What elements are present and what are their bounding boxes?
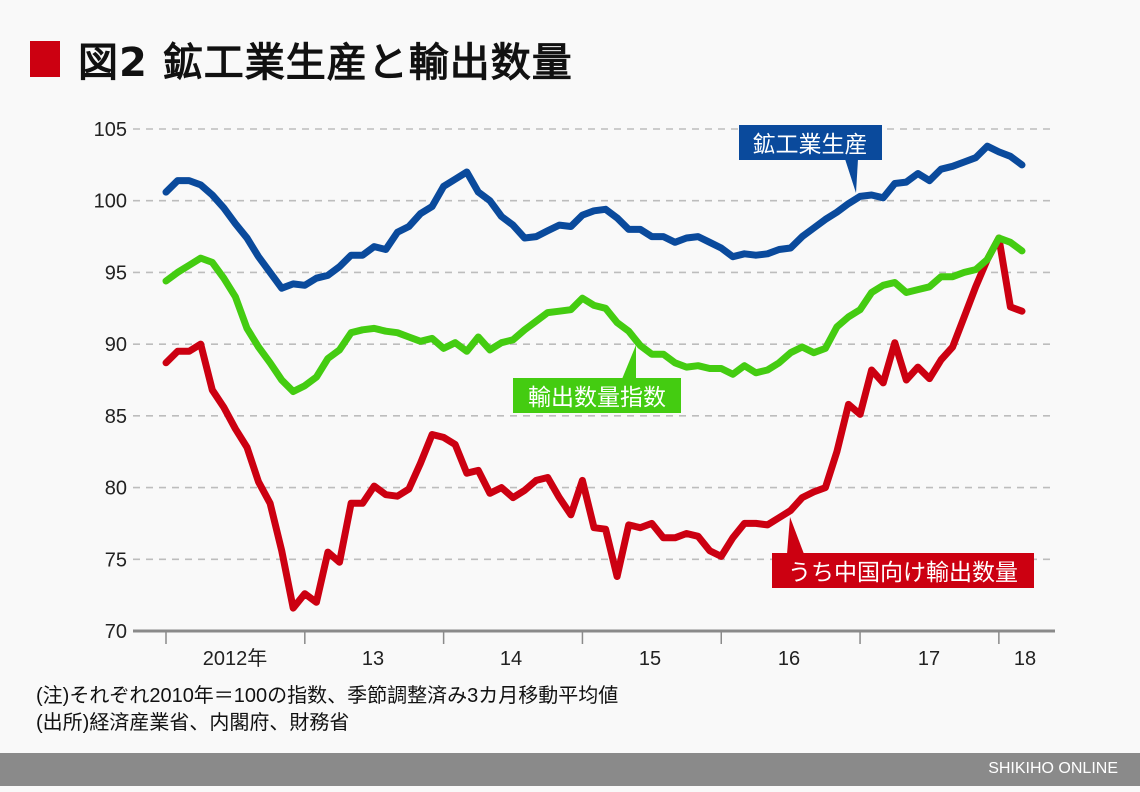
china-exports-series-line [162,234,1026,612]
exports-series-line [162,234,1026,395]
callout-china: うち中国向け輸出数量 [772,517,1034,588]
title-text: 図2 鉱工業生産と輸出数量 [78,40,573,86]
y-tick-label: 70 [105,621,127,643]
y-tick-label: 100 [94,191,127,213]
callout-ip: 鉱工業生産 [739,125,882,193]
x-tick-label: 13 [362,648,384,670]
y-tick-label: 90 [105,334,127,356]
y-tick-label: 85 [105,406,127,428]
callout-exports: 輸出数量指数 [513,345,681,413]
footer-brand: SHIKIHO ONLINE [988,760,1118,777]
x-tick-label: 16 [778,648,800,670]
chart-title: 図2 鉱工業生産と輸出数量 [30,30,573,88]
x-tick-label: 15 [639,648,661,670]
callout-china-label: うち中国向け輸出数量 [788,560,1018,586]
callout-ip-label: 鉱工業生産 [753,132,868,158]
y-tick-label: 75 [105,549,127,571]
ip-series-line [162,142,1026,292]
y-tick-label: 105 [94,119,127,141]
y-tick-label: 95 [105,262,127,284]
footer-bar: SHIKIHO ONLINE [0,753,1140,786]
x-tick-label: 17 [918,648,940,670]
callout-exports-label: 輸出数量指数 [528,385,666,411]
title-square-icon [30,41,60,77]
x-tick-label: 18 [1014,648,1036,670]
chart-notes: (注)それぞれ2010年＝100の指数、季節調整済み3カ月移動平均値 (出所)経… [36,683,618,737]
note-line: (注)それぞれ2010年＝100の指数、季節調整済み3カ月移動平均値 [36,685,619,707]
x-tick-label: 2012年 [203,647,268,670]
y-tick-label: 80 [105,478,127,500]
x-tick-label: 14 [500,648,522,670]
source-line: (出所)経済産業省、内閣府、財務省 [36,712,350,734]
